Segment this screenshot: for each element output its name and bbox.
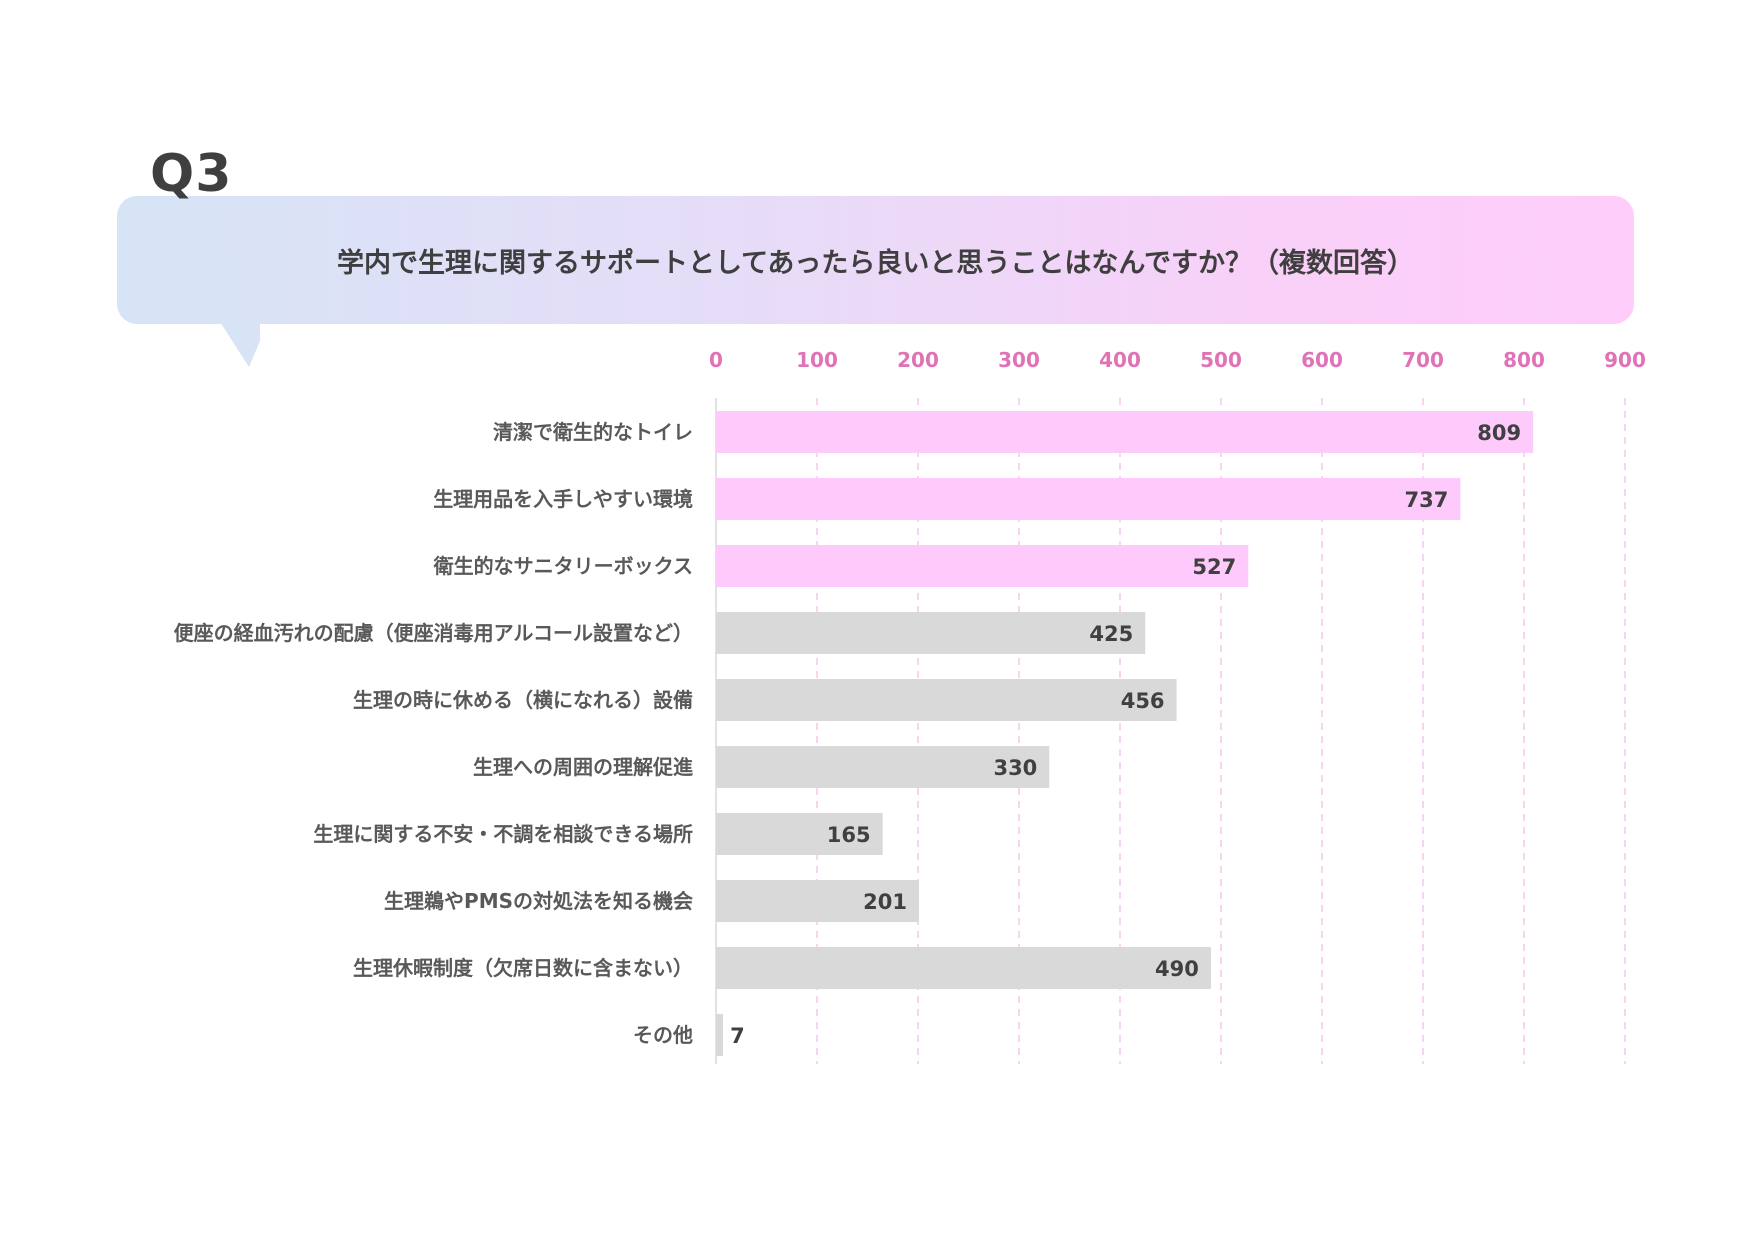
bar [716, 947, 1211, 989]
data-label: 456 [1121, 689, 1165, 713]
bar [716, 679, 1177, 721]
data-label: 425 [1089, 622, 1133, 646]
bar [716, 1014, 724, 1056]
x-tick-label: 200 [897, 348, 939, 372]
category-label: 生理休暇制度（欠席日数に含まない） [353, 956, 693, 980]
data-label: 330 [993, 756, 1037, 780]
category-label: 生理の時に休める（横になれる）設備 [353, 688, 693, 712]
x-tick-label: 300 [998, 348, 1040, 372]
x-tick-label: 400 [1099, 348, 1141, 372]
category-label: 生理に関する不安・不調を相談できる場所 [313, 822, 693, 846]
bar [716, 545, 1249, 587]
bar [716, 746, 1050, 788]
data-label: 165 [827, 823, 871, 847]
data-label: 809 [1477, 421, 1521, 445]
bar [716, 813, 883, 855]
data-label: 527 [1192, 555, 1236, 579]
category-label: 生理鵜やPMSの対処法を知る機会 [384, 889, 693, 913]
question-title: 学内で生理に関するサポートとしてあったら良いと思うことはなんですか？（複数回答） [336, 247, 1415, 279]
x-tick-label: 100 [796, 348, 838, 372]
x-tick-label: 0 [709, 348, 723, 372]
x-tick-label: 700 [1402, 348, 1444, 372]
bar [716, 612, 1146, 654]
data-label: 737 [1405, 488, 1449, 512]
data-label: 490 [1155, 957, 1199, 981]
category-label: 便座の経血汚れの配慮（便座消毒用アルコール設置など） [174, 621, 693, 645]
category-label: 清潔で衛生的なトイレ [493, 420, 693, 444]
bar [716, 478, 1461, 520]
data-label: 7 [730, 1024, 745, 1048]
category-label: その他 [633, 1023, 693, 1047]
category-label: 生理への周囲の理解促進 [473, 755, 693, 779]
x-tick-label: 900 [1604, 348, 1646, 372]
question-number: Q3 [150, 144, 233, 204]
data-label: 201 [863, 890, 907, 914]
x-tick-label: 500 [1200, 348, 1242, 372]
category-label: 衛生的なサニタリーボックス [433, 554, 693, 578]
question-bubble [117, 196, 1634, 324]
category-label: 生理用品を入手しやすい環境 [433, 487, 693, 511]
bar [716, 411, 1534, 453]
bubble-tail [220, 322, 260, 367]
x-tick-label: 600 [1301, 348, 1343, 372]
x-tick-label: 800 [1503, 348, 1545, 372]
bar [716, 880, 920, 922]
